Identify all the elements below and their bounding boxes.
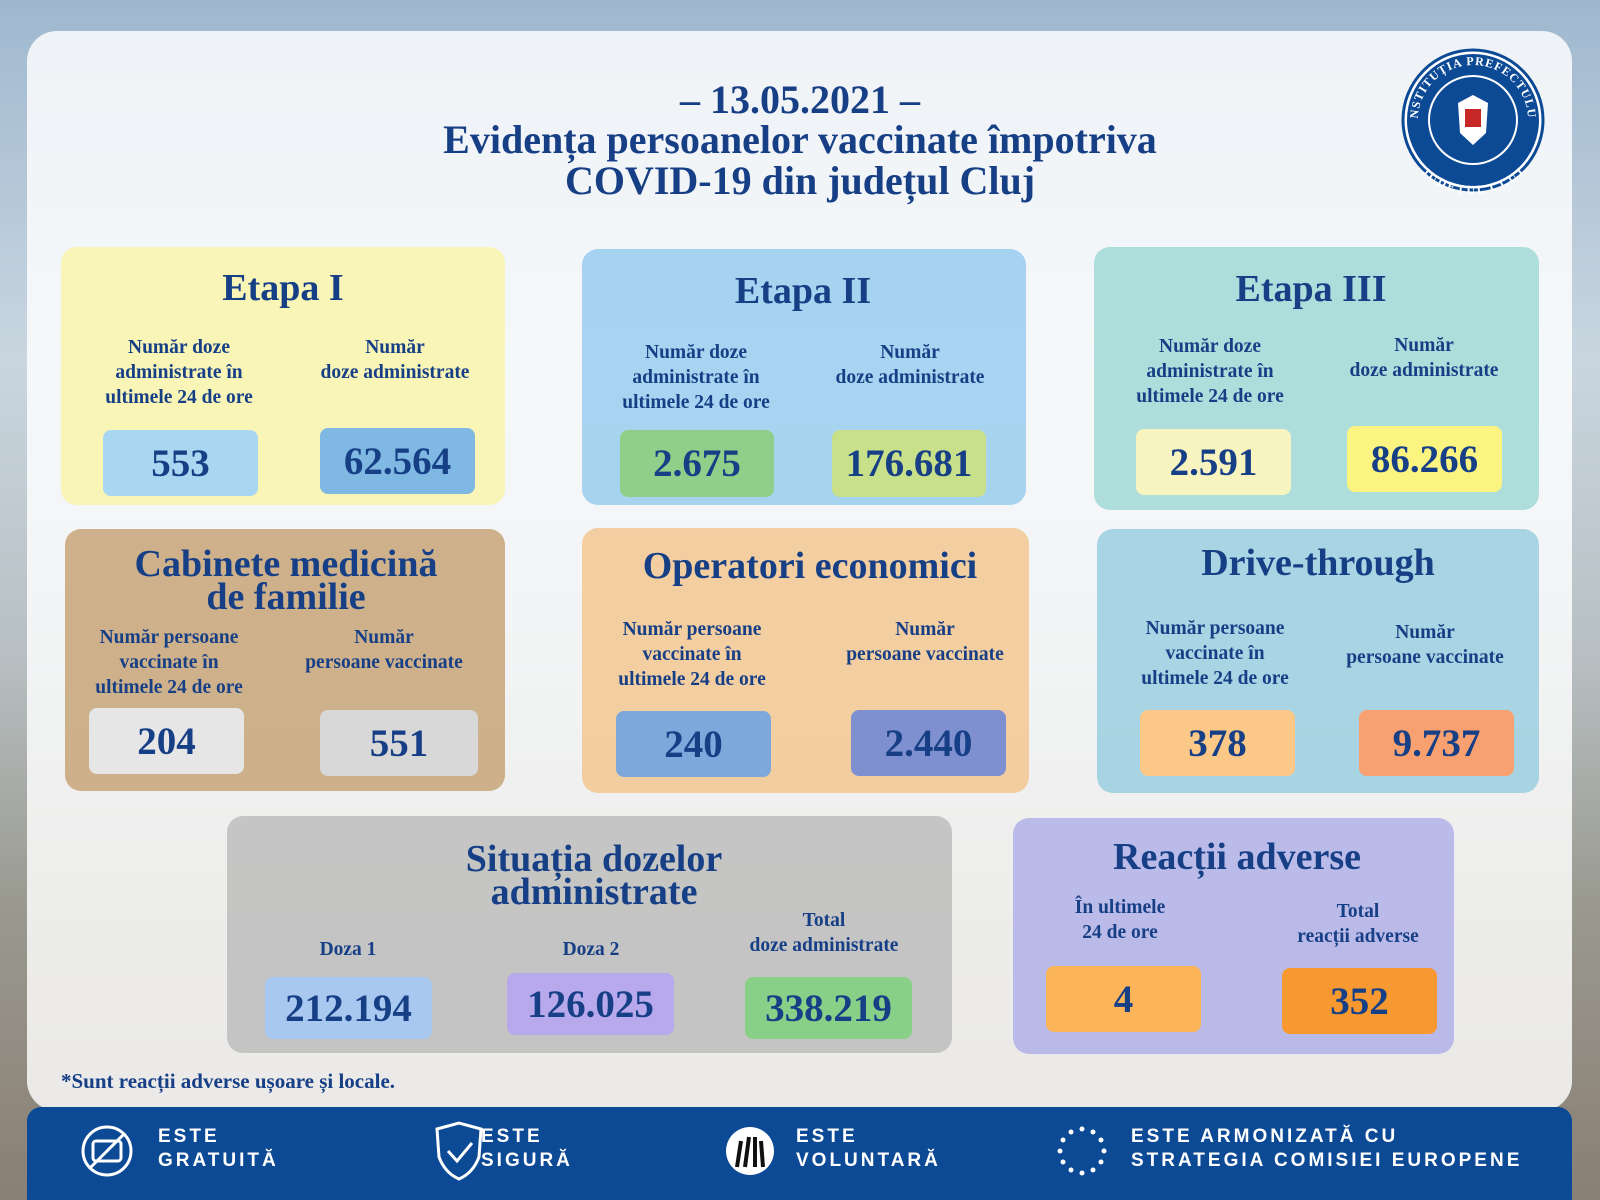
panel-label: Total doze administrate [749, 910, 899, 956]
title: Evidența persoanelor vaccinate împotriva… [443, 117, 1157, 203]
footer: ESTE GRATUITĂ ESTE SIGURĂ ESTE VOLUNTARĂ ES… [27, 1107, 1572, 1200]
panel-title: Etapa III [1235, 268, 1387, 310]
panel-value: 2.591 [1136, 429, 1291, 495]
panel-title: Situația dozelor administrate [465, 838, 723, 913]
footer-text: ESTE ARMONIZATĂ CU STRATEGIA COMISIEI EU… [1131, 1126, 1523, 1171]
icon-eu [1057, 1126, 1107, 1176]
panel-value: 62.564 [320, 428, 475, 494]
logo: INSTITUȚIA PREFECTULUI JUDEȚUL CLUJ [1398, 45, 1545, 195]
icon-safe [435, 1121, 483, 1181]
panel-label: Număr doze administrate [320, 337, 470, 383]
panel-value: 204 [89, 708, 244, 774]
icon-voluntary [726, 1127, 774, 1175]
panel-label: Număr persoane vaccinate [1346, 622, 1504, 668]
panel-label: Număr persoane vaccinate în ultimele 24 … [1141, 618, 1289, 689]
panel-label: Număr persoane vaccinate în ultimele 24 … [95, 627, 243, 698]
panel-value: 9.737 [1359, 710, 1514, 776]
footer-text: ESTE GRATUITĂ [158, 1126, 279, 1171]
panel-title: Etapa II [734, 270, 872, 312]
panel-label: Doza 2 [562, 939, 620, 960]
panel-value: 212.194 [265, 977, 432, 1039]
panel-value: 176.681 [832, 430, 986, 497]
panel-value: 126.025 [507, 973, 674, 1035]
panel-value: 4 [1046, 966, 1201, 1032]
logo-inner [1428, 75, 1518, 165]
panel-title: Drive-through [1201, 542, 1435, 584]
panel-label: În ultimele 24 de ore [1074, 897, 1166, 943]
panel-label: Total reacții adverse [1297, 901, 1419, 947]
footer-icons [81, 1121, 1107, 1181]
panel-label: Număr persoane vaccinate [846, 619, 1004, 665]
panel-label: Număr doze administrate [835, 342, 985, 388]
footer-text: ESTE VOLUNTARĂ [796, 1126, 941, 1171]
panel-value: 551 [320, 710, 478, 776]
panel-label: Doza 1 [319, 939, 377, 960]
panel-label: Număr persoane vaccinate în ultimele 24 … [618, 619, 766, 690]
panel-title: Cabinete medicină de familie [134, 543, 438, 618]
panel-value: 338.219 [745, 977, 912, 1039]
panel-label: Număr doze administrate în ultimele 24 d… [105, 337, 253, 408]
panel-value: 553 [103, 430, 258, 496]
panel-value: 352 [1282, 968, 1437, 1034]
panel-value: 2.675 [620, 430, 774, 497]
panel-label: Număr doze administrate [1349, 335, 1499, 381]
panel-title: Etapa I [222, 267, 344, 309]
panel-title: Operatori economici [642, 545, 978, 587]
panel-value: 240 [616, 711, 771, 777]
date: – 13.05.2021 – [680, 77, 920, 122]
panel-title: Reacții adverse [1113, 836, 1361, 878]
panel-label: Număr persoane vaccinate [305, 627, 463, 673]
footnote: *Sunt reacții adverse ușoare și locale. [61, 1069, 396, 1093]
panel-value: 86.266 [1347, 426, 1502, 492]
panel-label: Număr doze administrate în ultimele 24 d… [622, 342, 770, 413]
logo-shield [1465, 109, 1481, 127]
panel-value: 2.440 [851, 710, 1006, 776]
panel-label: Număr doze administrate în ultimele 24 d… [1136, 336, 1284, 407]
footer-text: ESTE SIGURĂ [481, 1126, 573, 1171]
icon-free [81, 1125, 133, 1177]
panel-value: 378 [1140, 710, 1295, 776]
